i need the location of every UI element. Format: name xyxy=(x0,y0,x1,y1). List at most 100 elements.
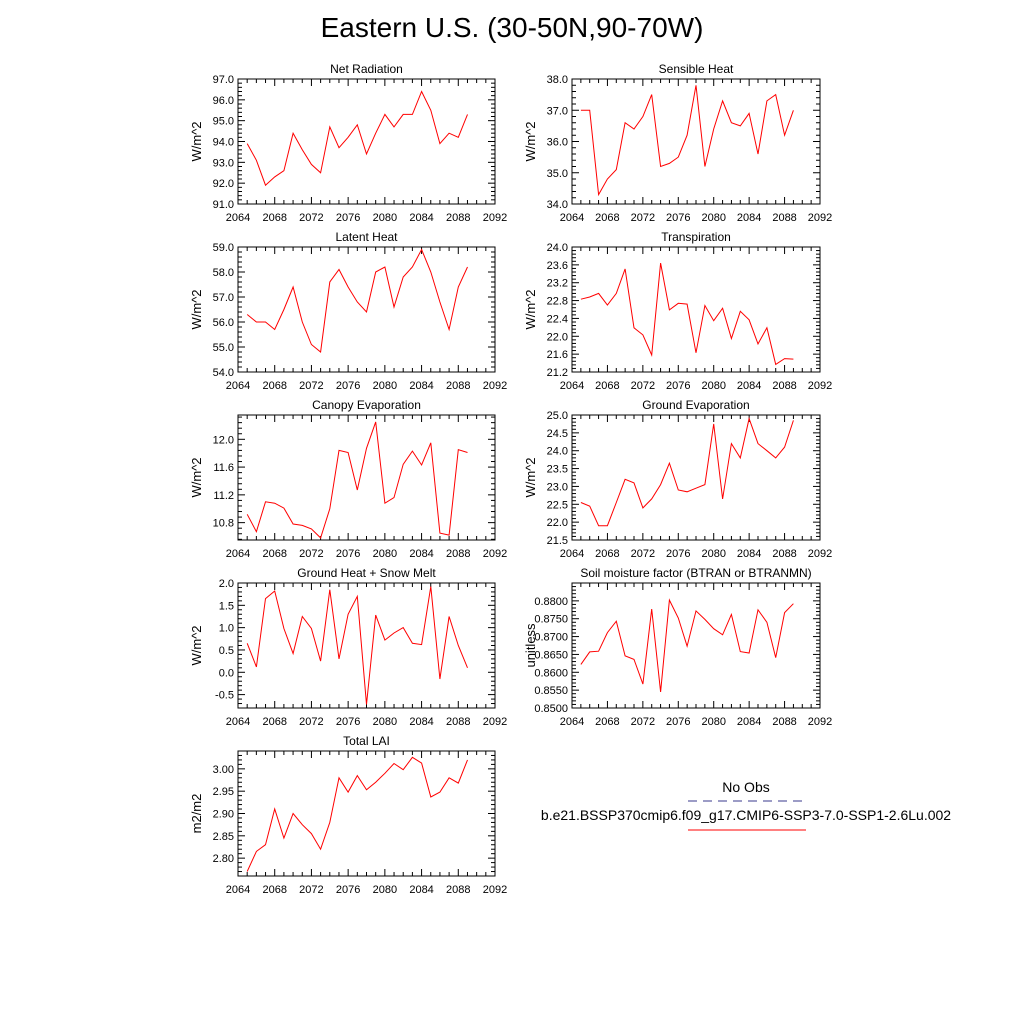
y-tick-label: 2.0 xyxy=(219,578,234,590)
y-tick-label: -0.5 xyxy=(215,690,234,702)
x-tick-label: 2080 xyxy=(373,380,397,392)
y-tick-label: 3.00 xyxy=(213,764,234,776)
series-line xyxy=(580,263,794,366)
y-tick-label: 23.6 xyxy=(547,260,568,272)
y-tick-label: 22.0 xyxy=(547,517,568,529)
x-tick-label: 2080 xyxy=(701,380,725,392)
y-tick-label: 23.0 xyxy=(547,481,568,493)
y-tick-label: 0.8800 xyxy=(534,596,568,608)
series-line xyxy=(580,416,794,527)
panel-title: Ground Evaporation xyxy=(642,398,749,412)
chart-latent-heat: Latent Heat W/m^2 2064 2068 2072 2076 2080 2084… xyxy=(189,230,507,392)
y-tick-label: 2.95 xyxy=(213,786,234,798)
x-tick-label: 2068 xyxy=(595,548,619,560)
series-line xyxy=(246,756,468,872)
panel-title: Sensible Heat xyxy=(659,62,734,76)
x-tick-label: 2064 xyxy=(560,380,584,392)
y-axis-label: W/m^2 xyxy=(523,457,538,497)
y-axis-label: W/m^2 xyxy=(189,457,204,497)
y-tick-label: 93.0 xyxy=(213,157,234,169)
plot-frame xyxy=(571,246,821,373)
y-tick-label: 24.5 xyxy=(547,428,568,440)
y-tick-label: 38.0 xyxy=(547,74,568,86)
x-tick-label: 2088 xyxy=(446,548,470,560)
y-tick-label: 2.80 xyxy=(213,853,234,865)
x-tick-label: 2084 xyxy=(737,212,761,224)
x-tick-label: 2084 xyxy=(409,380,433,392)
y-axis-label: W/m^2 xyxy=(523,289,538,329)
y-tick-label: 0.8500 xyxy=(534,703,568,715)
y-tick-label: 58.0 xyxy=(213,267,234,279)
x-tick-label: 2084 xyxy=(409,716,433,728)
y-tick-label: 24.0 xyxy=(547,446,568,458)
y-tick-label: 25.0 xyxy=(547,410,568,422)
series-line xyxy=(246,586,468,705)
x-tick-label: 2076 xyxy=(336,884,360,896)
x-tick-label: 2088 xyxy=(772,716,796,728)
plot-frame xyxy=(571,582,821,709)
x-tick-label: 2068 xyxy=(595,212,619,224)
panel-title: Latent Heat xyxy=(335,230,398,244)
y-tick-label: 0.8550 xyxy=(534,685,568,697)
y-axis-label: W/m^2 xyxy=(189,289,204,329)
chart-net-radiation: Net Radiation W/m^2 2064 2068 2072 2076 2080 20… xyxy=(189,62,507,224)
x-tick-label: 2068 xyxy=(262,884,286,896)
x-tick-label: 2088 xyxy=(446,212,470,224)
x-tick-label: 2068 xyxy=(262,212,286,224)
plot-frame xyxy=(237,78,496,205)
y-tick-label: 23.2 xyxy=(547,278,568,290)
y-tick-label: 59.0 xyxy=(213,242,234,254)
y-tick-label: 95.0 xyxy=(213,116,234,128)
y-tick-label: 12.0 xyxy=(213,434,234,446)
x-tick-label: 2092 xyxy=(808,212,832,224)
page-title: Eastern U.S. (30-50N,90-70W) xyxy=(320,12,704,43)
x-tick-label: 2088 xyxy=(772,548,796,560)
x-tick-label: 2088 xyxy=(446,884,470,896)
panel-title: Total LAI xyxy=(343,734,390,748)
plot-frame xyxy=(571,78,821,205)
x-tick-label: 2092 xyxy=(483,212,507,224)
x-tick-label: 2092 xyxy=(808,716,832,728)
y-tick-label: 56.0 xyxy=(213,317,234,329)
y-tick-label: 2.90 xyxy=(213,809,234,821)
y-tick-label: 23.5 xyxy=(547,464,568,476)
y-tick-label: 35.0 xyxy=(547,168,568,180)
x-tick-label: 2064 xyxy=(226,548,250,560)
y-tick-label: 0.5 xyxy=(219,645,234,657)
y-tick-label: 22.0 xyxy=(547,331,568,343)
y-tick-label: 91.0 xyxy=(213,199,234,211)
x-tick-label: 2072 xyxy=(299,548,323,560)
x-tick-label: 2076 xyxy=(666,548,690,560)
y-tick-label: 0.8750 xyxy=(534,614,568,626)
x-tick-label: 2076 xyxy=(336,716,360,728)
x-tick-label: 2092 xyxy=(483,884,507,896)
x-tick-label: 2092 xyxy=(483,716,507,728)
y-tick-label: 22.5 xyxy=(547,499,568,511)
y-tick-label: 21.2 xyxy=(547,367,568,379)
panel-title: Canopy Evaporation xyxy=(312,398,421,412)
y-tick-label: 97.0 xyxy=(213,74,234,86)
y-axis-label: W/m^2 xyxy=(189,121,204,161)
x-tick-label: 2064 xyxy=(226,716,250,728)
y-tick-label: 0.8600 xyxy=(534,667,568,679)
x-tick-label: 2080 xyxy=(701,548,725,560)
x-tick-label: 2080 xyxy=(701,212,725,224)
y-tick-label: 21.6 xyxy=(547,349,568,361)
x-tick-label: 2088 xyxy=(772,380,796,392)
x-tick-label: 2076 xyxy=(336,380,360,392)
x-tick-label: 2072 xyxy=(631,380,655,392)
x-tick-label: 2064 xyxy=(226,212,250,224)
y-tick-label: 24.0 xyxy=(547,242,568,254)
x-tick-label: 2092 xyxy=(808,380,832,392)
y-axis-label: unitless xyxy=(523,623,538,668)
y-tick-label: 2.85 xyxy=(213,831,234,843)
x-tick-label: 2072 xyxy=(299,884,323,896)
y-tick-label: 34.0 xyxy=(547,199,568,211)
x-tick-label: 2084 xyxy=(737,716,761,728)
x-tick-label: 2072 xyxy=(299,212,323,224)
x-tick-label: 2064 xyxy=(226,884,250,896)
y-axis-label: W/m^2 xyxy=(189,625,204,665)
x-tick-label: 2092 xyxy=(483,380,507,392)
x-tick-label: 2084 xyxy=(409,212,433,224)
